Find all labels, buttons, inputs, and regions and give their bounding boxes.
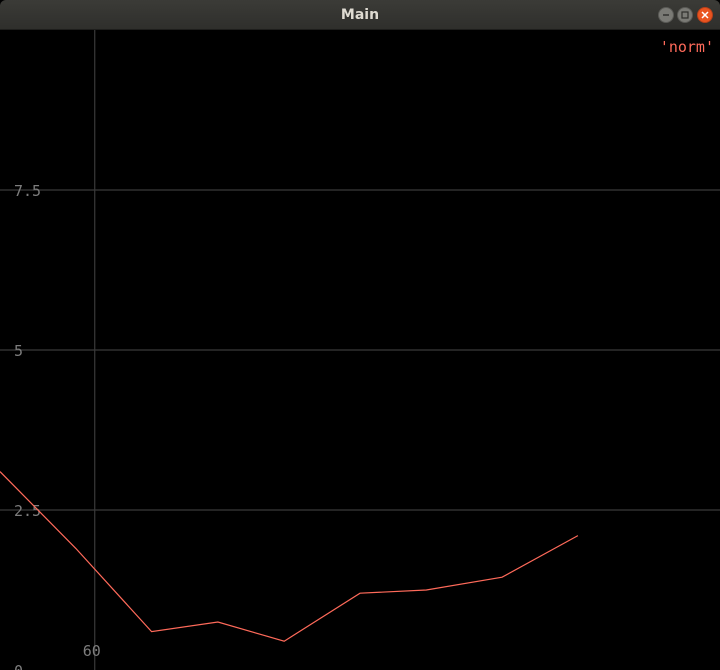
window-title: Main: [340, 7, 380, 23]
tick-labels: 0 2.5 5 7.5 60: [14, 182, 101, 670]
close-button[interactable]: [697, 7, 713, 23]
minimize-icon: [663, 14, 669, 16]
grid-layer: [0, 30, 720, 670]
y-tick-label: 2.5: [14, 502, 41, 520]
legend: 'norm': [660, 38, 714, 56]
x-tick-label: 60: [83, 642, 101, 660]
plot-area[interactable]: 0 2.5 5 7.5 60 'norm': [0, 30, 720, 670]
legend-label: 'norm': [660, 38, 714, 56]
series-layer: [0, 471, 579, 642]
y-tick-label: 5: [14, 342, 23, 360]
close-icon: [701, 11, 709, 19]
line-chart[interactable]: 0 2.5 5 7.5 60 'norm': [0, 30, 720, 670]
minimize-button[interactable]: [658, 7, 674, 23]
maximize-button[interactable]: [677, 7, 693, 23]
maximize-icon: [681, 11, 689, 19]
series-line: [0, 471, 579, 642]
title-bar[interactable]: Main: [0, 0, 720, 30]
y-tick-label: 0: [14, 662, 23, 670]
y-tick-label: 7.5: [14, 182, 41, 200]
